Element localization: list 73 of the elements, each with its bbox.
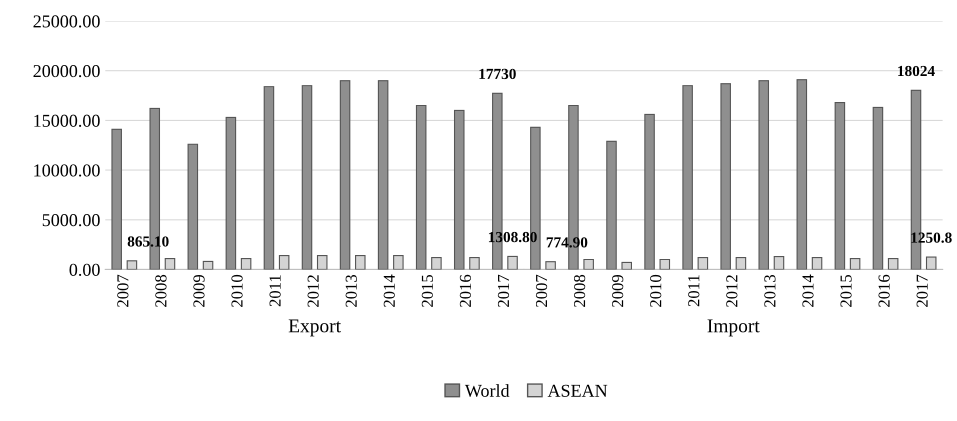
x-tick-label: 2012 [726,275,738,307]
y-tick-label: 0.00 [70,264,100,276]
x-tick-label: 2012 [308,275,319,307]
bar [264,86,274,270]
x-tick-label: 2014 [384,274,395,307]
bar [834,102,846,270]
legend-label: ASEAN [548,384,608,397]
bar [454,110,465,270]
x-axis-title: Export [288,320,341,336]
x-tick-label: 2011 [688,275,700,306]
bar [355,254,366,270]
x-tick-label: 2015 [422,274,433,307]
bar [378,80,388,270]
bar [302,85,312,270]
x-tick-label: 2013 [346,274,357,307]
x-tick-label: 2014 [802,274,814,307]
bar [416,104,426,270]
bar [278,254,290,270]
x-tick-label: 2009 [193,274,205,307]
bar [660,258,670,270]
bar [507,256,518,270]
x-tick-label: 2015 [840,274,852,307]
x-tick-label: 2011 [269,275,281,306]
bar [926,256,936,270]
bar [469,256,480,270]
bar [850,258,860,270]
y-tick-label: 5000.00 [42,214,100,226]
y-tick-label: 10000.00 [34,164,100,177]
x-tick-label: 2017 [498,274,510,307]
data-label: 17730 [479,68,516,80]
bar [126,260,138,270]
bar [698,256,708,270]
bar [872,106,884,270]
x-tick-label: 2013 [764,274,776,307]
x-tick-label: 2008 [155,274,167,307]
bar [796,79,808,270]
x-tick-label: 2010 [650,274,662,307]
bar [240,258,252,270]
y-tick-label: 20000.00 [33,64,100,78]
bar [393,254,404,270]
y-tick-label: 15000.00 [34,114,100,127]
x-axis-title: Import [708,320,760,336]
bar [188,144,198,270]
bar [226,116,236,270]
bar [736,256,746,270]
bar [202,260,214,270]
bar [644,114,655,270]
x-tick-label: 2016 [460,274,472,307]
bar [774,256,784,270]
x-tick-label: 2007 [117,274,128,307]
legend-label: World [464,384,510,397]
bar [606,140,617,270]
bar [545,261,556,270]
bar [431,256,442,270]
x-tick-label: 2016 [878,274,890,307]
bar [164,258,176,270]
bar [340,80,350,270]
bar [621,262,632,270]
bar [682,85,693,270]
data-label: 18024 [898,66,935,76]
bar [812,256,822,270]
x-tick-label: 2007 [536,274,548,307]
bar [583,258,594,270]
bar [111,128,122,270]
x-tick-label: 2010 [231,274,243,307]
x-tick-label: 2009 [612,274,624,307]
bar [316,254,328,270]
bar [888,258,898,270]
x-tick-label: 2017 [916,274,928,307]
x-tick-label: 2008 [574,274,586,307]
bar [720,83,731,270]
bar [758,80,770,270]
y-tick-label: 25000.00 [33,15,100,28]
